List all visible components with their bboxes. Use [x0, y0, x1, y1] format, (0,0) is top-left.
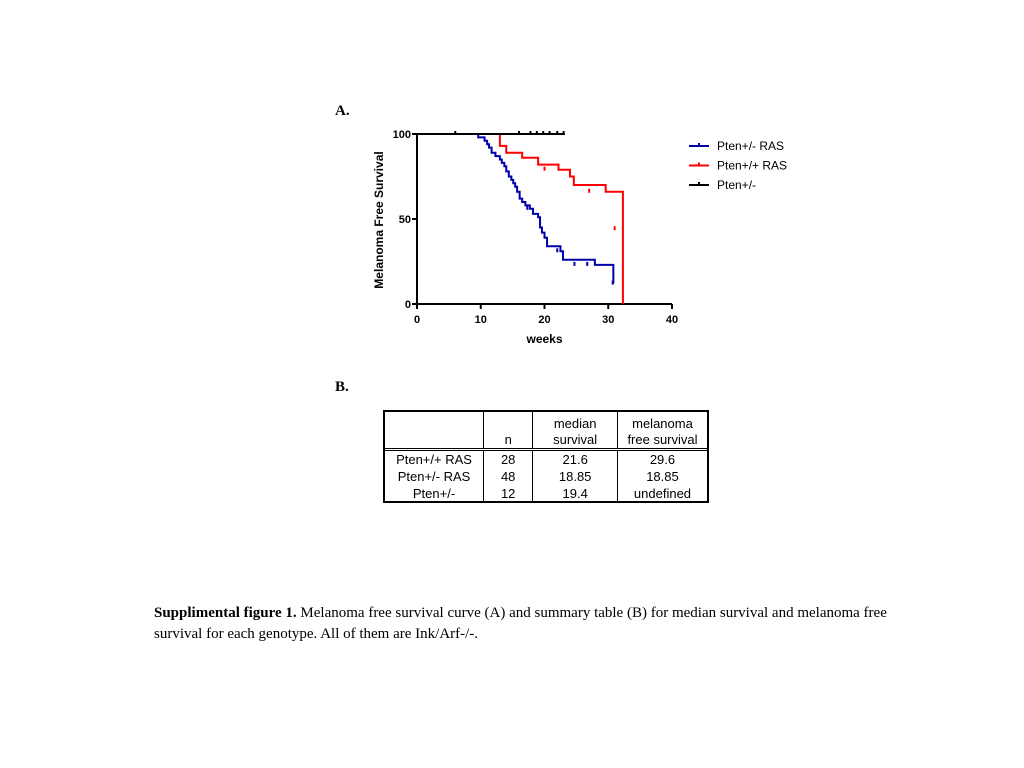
panel-a-label: A.: [335, 103, 350, 119]
table-header-row: n median survival melanoma free survival: [385, 412, 707, 451]
table-cell: 19.4: [532, 485, 618, 502]
table-cell: Pten+/+ RAS: [385, 449, 485, 468]
x-tick-label: 40: [666, 314, 678, 326]
table-header-cell: median survival: [532, 412, 618, 451]
legend-label: Pten+/+ RAS: [717, 159, 787, 173]
x-tick-label: 10: [475, 314, 487, 326]
table-cell: 21.6: [532, 449, 618, 468]
table-cell: Pten+/-: [385, 485, 485, 502]
table-cell: 12: [483, 485, 534, 502]
panel-b-label: B.: [335, 379, 349, 395]
table-row: Pten+/+ RAS 28 21.6 29.6: [385, 449, 707, 468]
caption-title: Supplimental figure 1.: [154, 605, 297, 621]
legend-label: Pten+/- RAS: [717, 139, 784, 153]
series-line-0: [417, 133, 615, 284]
caption-text: Melanoma free survival curve (A) and sum…: [154, 605, 887, 642]
y-axis-label: Melanoma Free Survival: [372, 151, 386, 288]
chart-axes: 0 10 20 30 40 0 50 100 weeks Melanoma Free Surviv…: [372, 129, 678, 346]
table-cell: 18.85: [532, 468, 618, 485]
legend-label: Pten+/-: [717, 178, 756, 192]
x-tick-label: 20: [538, 314, 550, 326]
x-tick-label: 30: [602, 314, 614, 326]
table-header-cell: n: [483, 412, 534, 451]
table-cell: 29.6: [649, 451, 676, 467]
survival-chart: 0 10 20 30 40 0 50 100 weeks Melanoma Free Surviv…: [372, 129, 787, 346]
table-row: Pten+/- 12 19.4 undefined: [385, 485, 707, 502]
table-header-cell: [385, 412, 485, 451]
summary-table: n median survival melanoma free survival…: [383, 410, 709, 503]
figure-caption: Supplimental figure 1. Melanoma free sur…: [154, 603, 914, 645]
chart-curves: [417, 131, 624, 304]
table-cell: 28: [483, 449, 534, 468]
table-cell: Pten+/- RAS: [385, 468, 485, 485]
x-axis-label: weeks: [525, 332, 562, 346]
table-cell: 48: [483, 468, 534, 485]
table-cell: 18.85: [646, 468, 679, 484]
x-tick-label: 0: [414, 314, 420, 326]
chart-legend: Pten+/- RAS Pten+/+ RAS Pten+/-: [689, 139, 787, 192]
y-tick-label: 100: [393, 129, 411, 141]
series-line-1: [417, 133, 624, 304]
table-cell: undefined: [633, 485, 692, 501]
table-row: Pten+/- RAS 48 18.85 18.85: [385, 468, 707, 485]
table-header-cell: melanoma free survival: [617, 412, 707, 451]
y-tick-label: 50: [399, 214, 411, 226]
y-tick-label: 0: [405, 299, 411, 311]
